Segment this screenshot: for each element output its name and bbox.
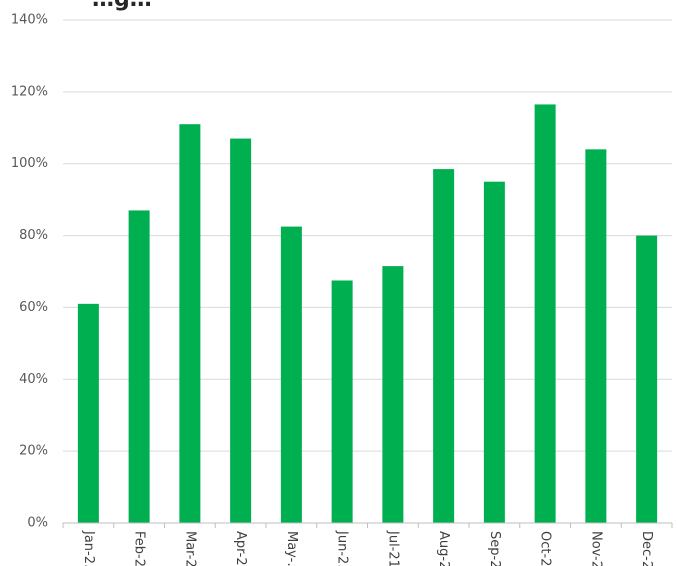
x-tick-label: Sep-2… (487, 531, 502, 566)
bars (77, 104, 658, 524)
x-tick-label: Nov-2… (588, 531, 603, 566)
x-tick-label: Oct-2… (538, 531, 553, 566)
x-tick-label: Apr-2… (233, 531, 248, 566)
x-tick-label: Aug-2… (436, 531, 451, 566)
bar (382, 266, 404, 523)
x-axis-tick-labels: Jan-2… Feb-2… Mar-2… Apr-2… May-… Jun-2… Jul-2… (81, 530, 654, 566)
bar (534, 104, 556, 524)
chart-title: …g… (92, 0, 152, 12)
y-tick-label: 120% (11, 84, 48, 99)
bar (331, 280, 353, 523)
bar (483, 181, 505, 523)
x-tick-label: Jan-2… (81, 530, 96, 566)
bar (636, 235, 658, 524)
x-tick-label: Mar-2… (182, 531, 197, 566)
bar (585, 149, 607, 524)
bar (280, 226, 302, 523)
x-tick-label: Jul-21 (385, 530, 400, 566)
y-tick-label: 20% (19, 444, 48, 459)
y-axis-tick-labels: 0% 20% 40% 60% 80% 100% 120% 140% (11, 13, 48, 531)
y-tick-label: 60% (19, 300, 48, 315)
bar (77, 303, 99, 523)
x-tick-label: May-… (284, 531, 299, 566)
y-tick-label: 140% (11, 13, 48, 28)
y-tick-label: 80% (19, 228, 48, 243)
bar (433, 169, 455, 523)
y-tick-label: 100% (11, 156, 48, 171)
gridlines (63, 19, 672, 452)
x-tick-label: Dec-2… (639, 531, 654, 566)
x-tick-label: Jun-2… (335, 530, 350, 566)
x-tick-label: Feb-2… (132, 531, 147, 566)
bar (179, 124, 201, 523)
y-tick-label: 0% (27, 516, 48, 531)
bar (128, 210, 150, 523)
y-tick-label: 40% (19, 372, 48, 387)
x-axis (62, 522, 673, 528)
bar (230, 138, 252, 524)
